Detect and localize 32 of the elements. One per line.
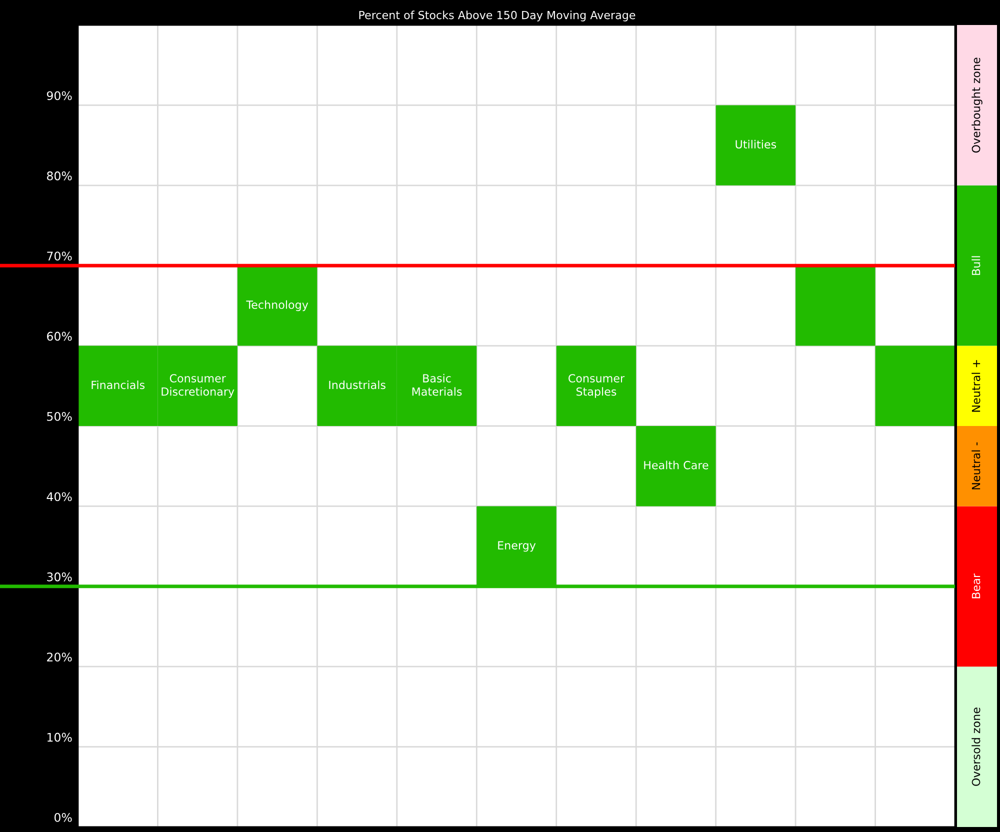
category-label: Consumer Discretionary (162, 374, 234, 398)
category-label: Utilities (736, 140, 776, 149)
series-label: Neutral + (972, 360, 980, 412)
bar (957, 346, 997, 426)
category-label: Health Care (644, 460, 708, 470)
y-tick-label: 90% (46, 91, 72, 100)
bar (957, 506, 997, 667)
y-tick-label: 10% (48, 732, 72, 742)
series-label: Oversold zone (972, 708, 980, 786)
chart-title: Percent of Stocks Above 150 Day Moving Average (359, 10, 636, 22)
y-tick-label: 40% (46, 492, 72, 502)
bar (957, 666, 997, 827)
y-tick-label: 30% (47, 572, 72, 582)
series-label: Neutral - (972, 442, 980, 490)
category-label: Industrials (329, 380, 386, 390)
series-label: Bull (972, 256, 980, 275)
series-label: Overbought zone (972, 58, 982, 153)
y-tick-label: 50% (47, 412, 72, 421)
category-label: Basic Materials (412, 374, 462, 396)
category-label: Consumer Staples (568, 374, 625, 398)
y-tick-label: 80% (47, 171, 72, 180)
bar (957, 185, 997, 346)
y-tick-label: 0% (54, 813, 72, 822)
category-label: Financials (92, 380, 145, 390)
bar (957, 426, 997, 506)
series-label: Bear (972, 573, 980, 598)
y-tick-label: 60% (47, 332, 72, 341)
bar (957, 25, 997, 186)
y-tick-label: 20% (47, 652, 72, 662)
category-label: Technology (246, 300, 308, 312)
category-label: Energy (498, 541, 536, 552)
y-tick-label: 70% (47, 252, 72, 261)
